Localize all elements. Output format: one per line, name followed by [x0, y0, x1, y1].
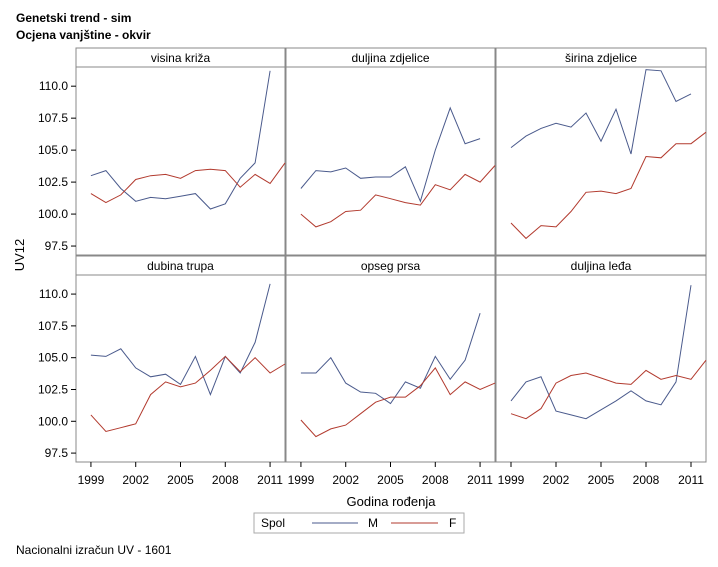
legend-title: Spol [261, 516, 285, 530]
panel-title: duljina zdjelice [351, 51, 429, 65]
y-tick-label: 100.0 [38, 207, 68, 221]
series-line-F [300, 165, 496, 228]
x-tick-label: 2002 [122, 473, 149, 487]
series-line-F [510, 359, 707, 420]
y-tick-label: 110.0 [39, 287, 68, 301]
x-tick-label: 2008 [633, 473, 660, 487]
x-tick-label: 2005 [167, 473, 194, 487]
series-line-F [90, 162, 286, 204]
y-axis-label: UV12 [12, 239, 27, 272]
y-tick-label: 102.5 [38, 382, 68, 396]
series-line-M [90, 70, 271, 210]
chart-title-line-1: Genetski trend - sim [16, 11, 132, 25]
y-tick-label: 105.0 [38, 143, 68, 157]
y-tick-label: 105.0 [38, 351, 68, 365]
series-line-M [90, 283, 271, 396]
series-line-M [510, 69, 692, 155]
y-tick-label: 97.5 [45, 446, 69, 460]
panel-title: visina križa [151, 51, 211, 65]
panel-title: duljina leđa [571, 259, 632, 273]
y-tick-label: 110.0 [39, 79, 68, 93]
panel-title: dubina trupa [147, 259, 214, 273]
series-line-F [300, 367, 496, 438]
chart-title-line-2: Ocjena vanjštine - okvir [16, 28, 151, 42]
x-tick-label: 2011 [257, 473, 283, 487]
panel-title: širina zdjelice [565, 51, 637, 65]
x-axis-label: Godina rođenja [347, 494, 437, 509]
panel-frame [75, 66, 286, 256]
x-tick-label: 2005 [377, 473, 404, 487]
x-tick-label: 2011 [678, 473, 704, 487]
x-tick-label: 1999 [78, 473, 105, 487]
x-tick-label: 2008 [422, 473, 449, 487]
x-tick-label: 1999 [498, 473, 525, 487]
y-tick-label: 100.0 [38, 414, 68, 428]
series-line-M [300, 106, 481, 203]
panel-title: opseg prsa [361, 259, 421, 273]
legend-box [253, 512, 465, 534]
panel-frame [285, 274, 496, 463]
footnote: Nacionalni izračun UV - 1601 [16, 543, 172, 557]
series-line-F [90, 355, 286, 433]
legend-label-F: F [449, 516, 456, 530]
x-tick-label: 2008 [212, 473, 239, 487]
y-tick-label: 107.5 [38, 319, 68, 333]
y-tick-label: 97.5 [45, 239, 69, 253]
y-tick-label: 102.5 [38, 175, 68, 189]
legend-label-M: M [368, 516, 378, 530]
series-line-M [510, 285, 692, 420]
panel-frame [75, 274, 286, 463]
x-tick-label: 2011 [467, 473, 493, 487]
series-line-F [510, 131, 707, 240]
series-line-M [300, 313, 481, 405]
x-tick-label: 1999 [288, 473, 315, 487]
x-tick-label: 2005 [588, 473, 615, 487]
x-tick-label: 2002 [332, 473, 359, 487]
y-tick-label: 107.5 [38, 111, 68, 125]
panel-frame [495, 66, 707, 256]
panel-frame [285, 66, 496, 256]
panel-frame [495, 274, 707, 463]
x-tick-label: 2002 [543, 473, 570, 487]
